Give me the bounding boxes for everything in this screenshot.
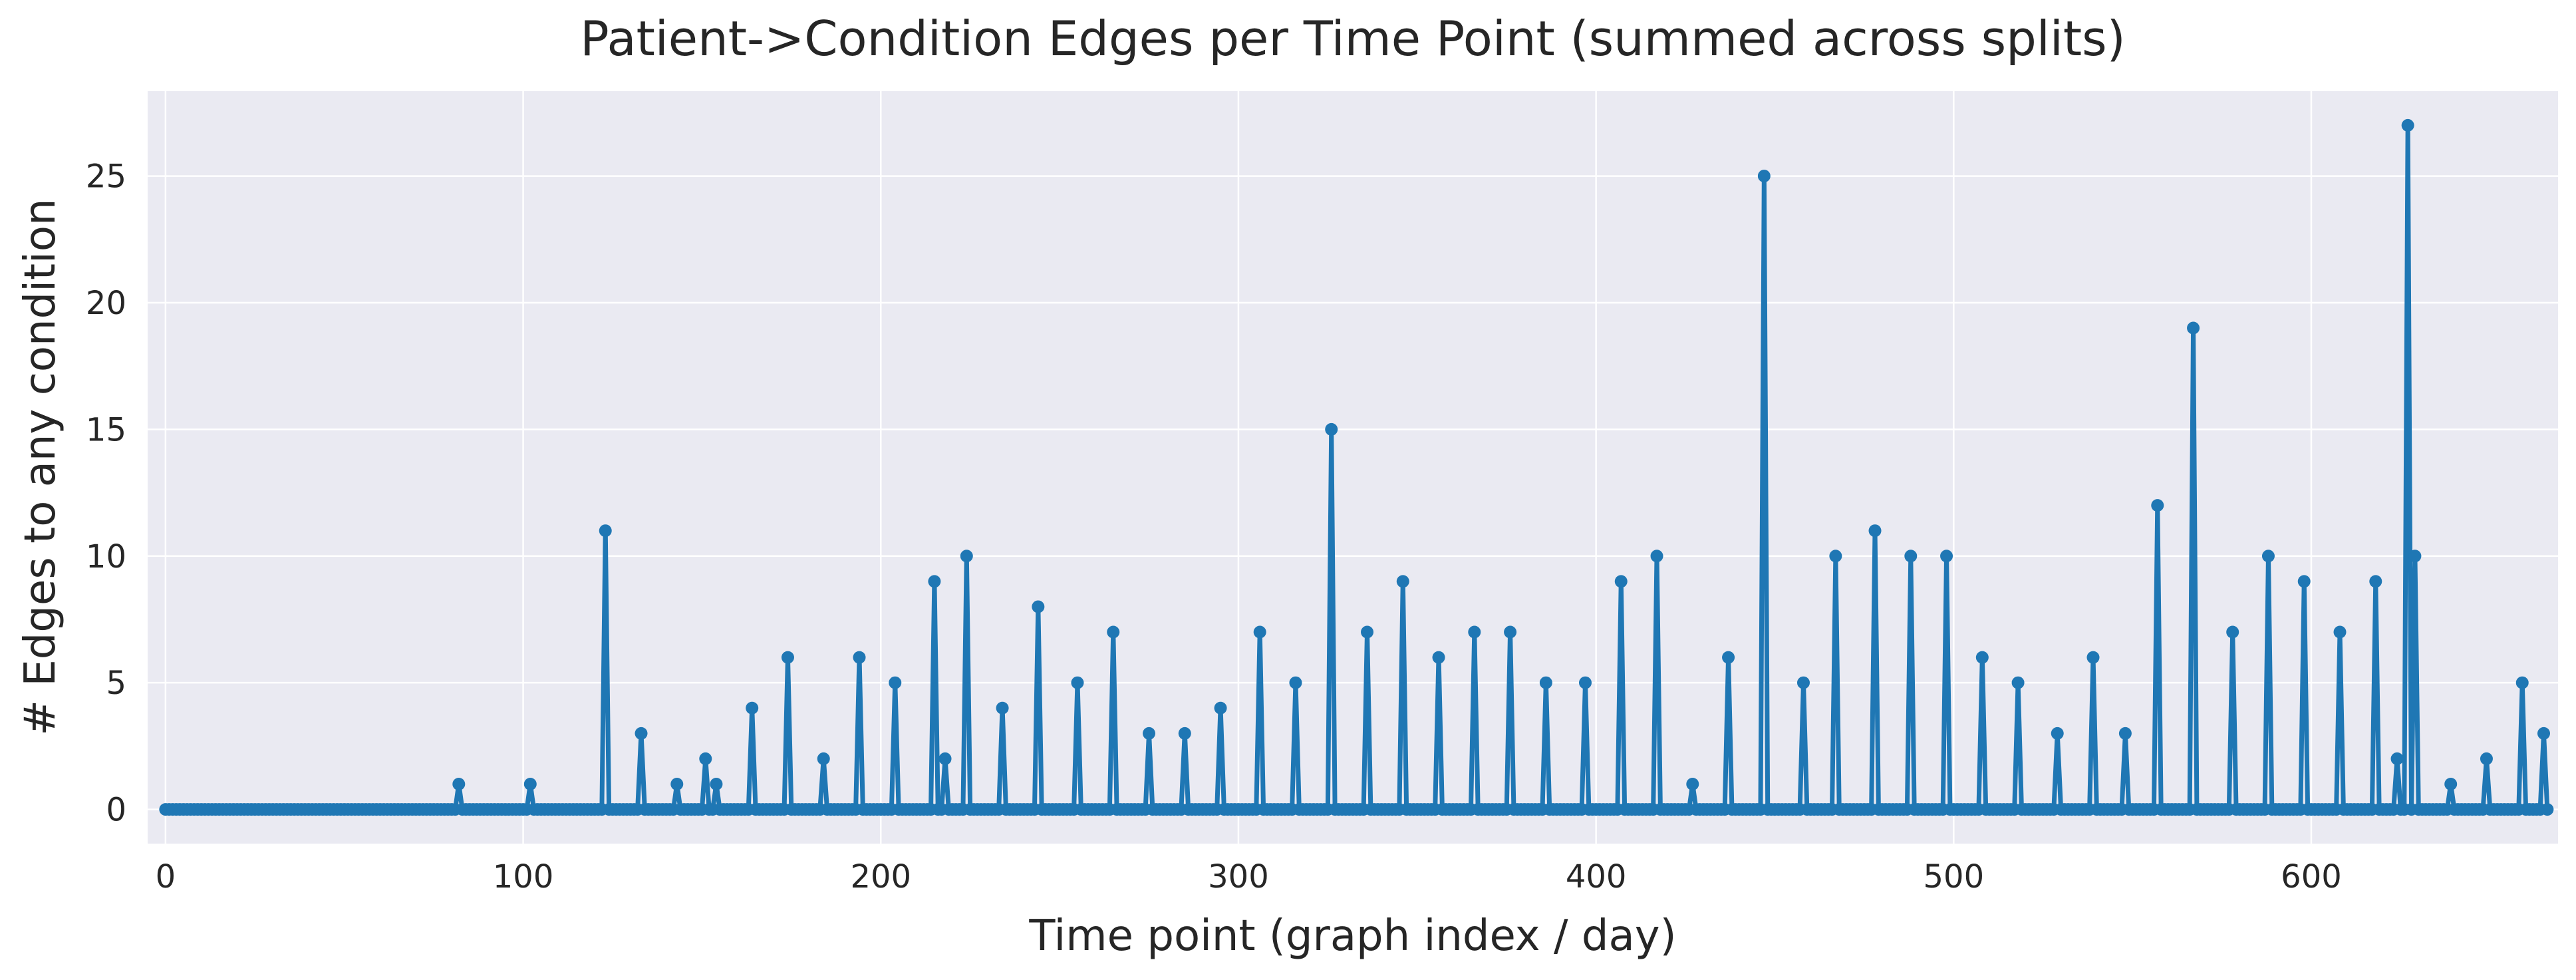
- data-point: [1940, 550, 1953, 563]
- x-tick-label: 500: [1923, 858, 1984, 896]
- data-point: [2401, 118, 2414, 132]
- data-point: [1539, 676, 1552, 689]
- data-point: [1975, 651, 1989, 664]
- data-point: [1579, 676, 1592, 689]
- data-point: [2011, 676, 2025, 689]
- data-point: [2333, 625, 2347, 639]
- data-point: [2187, 321, 2200, 335]
- y-tick-label: 20: [86, 285, 126, 322]
- data-point: [2151, 499, 2164, 512]
- data-point: [1107, 625, 1120, 639]
- data-point: [889, 676, 902, 689]
- x-tick-label: 200: [850, 858, 911, 896]
- data-point: [960, 550, 973, 563]
- y-axis-label: # Edges to any condition: [16, 198, 65, 735]
- data-point: [2541, 803, 2554, 816]
- data-point: [1796, 676, 1810, 689]
- data-point: [1071, 676, 1084, 689]
- data-point: [1829, 550, 1842, 563]
- data-point: [1289, 676, 1302, 689]
- data-point: [2118, 727, 2132, 740]
- data-point: [928, 575, 941, 588]
- data-point: [2086, 651, 2100, 664]
- y-tick-label: 5: [106, 665, 126, 702]
- data-point: [1722, 651, 1735, 664]
- data-point: [1686, 778, 1699, 791]
- y-tick-label: 25: [86, 158, 126, 196]
- data-point: [1614, 575, 1628, 588]
- data-point: [1143, 727, 1156, 740]
- data-point: [1650, 550, 1663, 563]
- data-point: [1757, 170, 1771, 183]
- data-point: [1432, 651, 1445, 664]
- data-point: [2390, 752, 2404, 765]
- data-point: [2515, 676, 2529, 689]
- data-point: [2051, 727, 2064, 740]
- series-markers: [159, 118, 2554, 816]
- data-point: [817, 752, 830, 765]
- x-tick-label: 100: [493, 858, 554, 896]
- y-tick-label: 0: [106, 792, 126, 829]
- chart-title: Patient->Condition Edges per Time Point …: [580, 11, 2125, 67]
- data-point: [710, 778, 723, 791]
- x-tick-label: 0: [156, 858, 176, 896]
- data-point: [1032, 600, 1045, 613]
- data-point: [699, 752, 712, 765]
- data-point: [523, 778, 537, 791]
- data-point: [2408, 550, 2422, 563]
- data-point: [452, 778, 466, 791]
- data-point: [2297, 575, 2311, 588]
- data-point: [635, 727, 648, 740]
- data-point: [1868, 524, 1882, 538]
- data-point: [781, 651, 794, 664]
- data-point: [2537, 727, 2550, 740]
- x-tick-label: 600: [2281, 858, 2342, 896]
- data-point: [599, 524, 612, 538]
- x-tick-label: 400: [1566, 858, 1627, 896]
- data-point: [1468, 625, 1481, 639]
- data-point: [2369, 575, 2382, 588]
- data-point: [746, 701, 759, 715]
- y-tick-label: 15: [86, 411, 126, 448]
- data-point: [1361, 625, 1374, 639]
- data-point: [1396, 575, 1409, 588]
- data-point: [938, 752, 952, 765]
- x-tick-labels: 0 100 200 300 400 500 600: [156, 858, 2342, 896]
- data-point: [1253, 625, 1266, 639]
- x-axis-label: Time point (graph index / day): [1028, 911, 1676, 961]
- data-point: [1904, 550, 1918, 563]
- data-point: [2480, 752, 2493, 765]
- data-point: [853, 651, 866, 664]
- y-tick-label: 10: [86, 538, 126, 575]
- data-point: [2226, 625, 2239, 639]
- series-group: [159, 118, 2554, 816]
- data-point: [1214, 701, 1227, 715]
- data-point: [1178, 727, 1191, 740]
- y-tick-labels: 0 5 10 15 20 25: [86, 158, 126, 829]
- data-point: [2261, 550, 2275, 563]
- data-point: [670, 778, 684, 791]
- data-point: [996, 701, 1009, 715]
- data-point: [1504, 625, 1517, 639]
- data-point: [2444, 778, 2458, 791]
- x-tick-label: 300: [1208, 858, 1269, 896]
- data-point: [1325, 422, 1338, 436]
